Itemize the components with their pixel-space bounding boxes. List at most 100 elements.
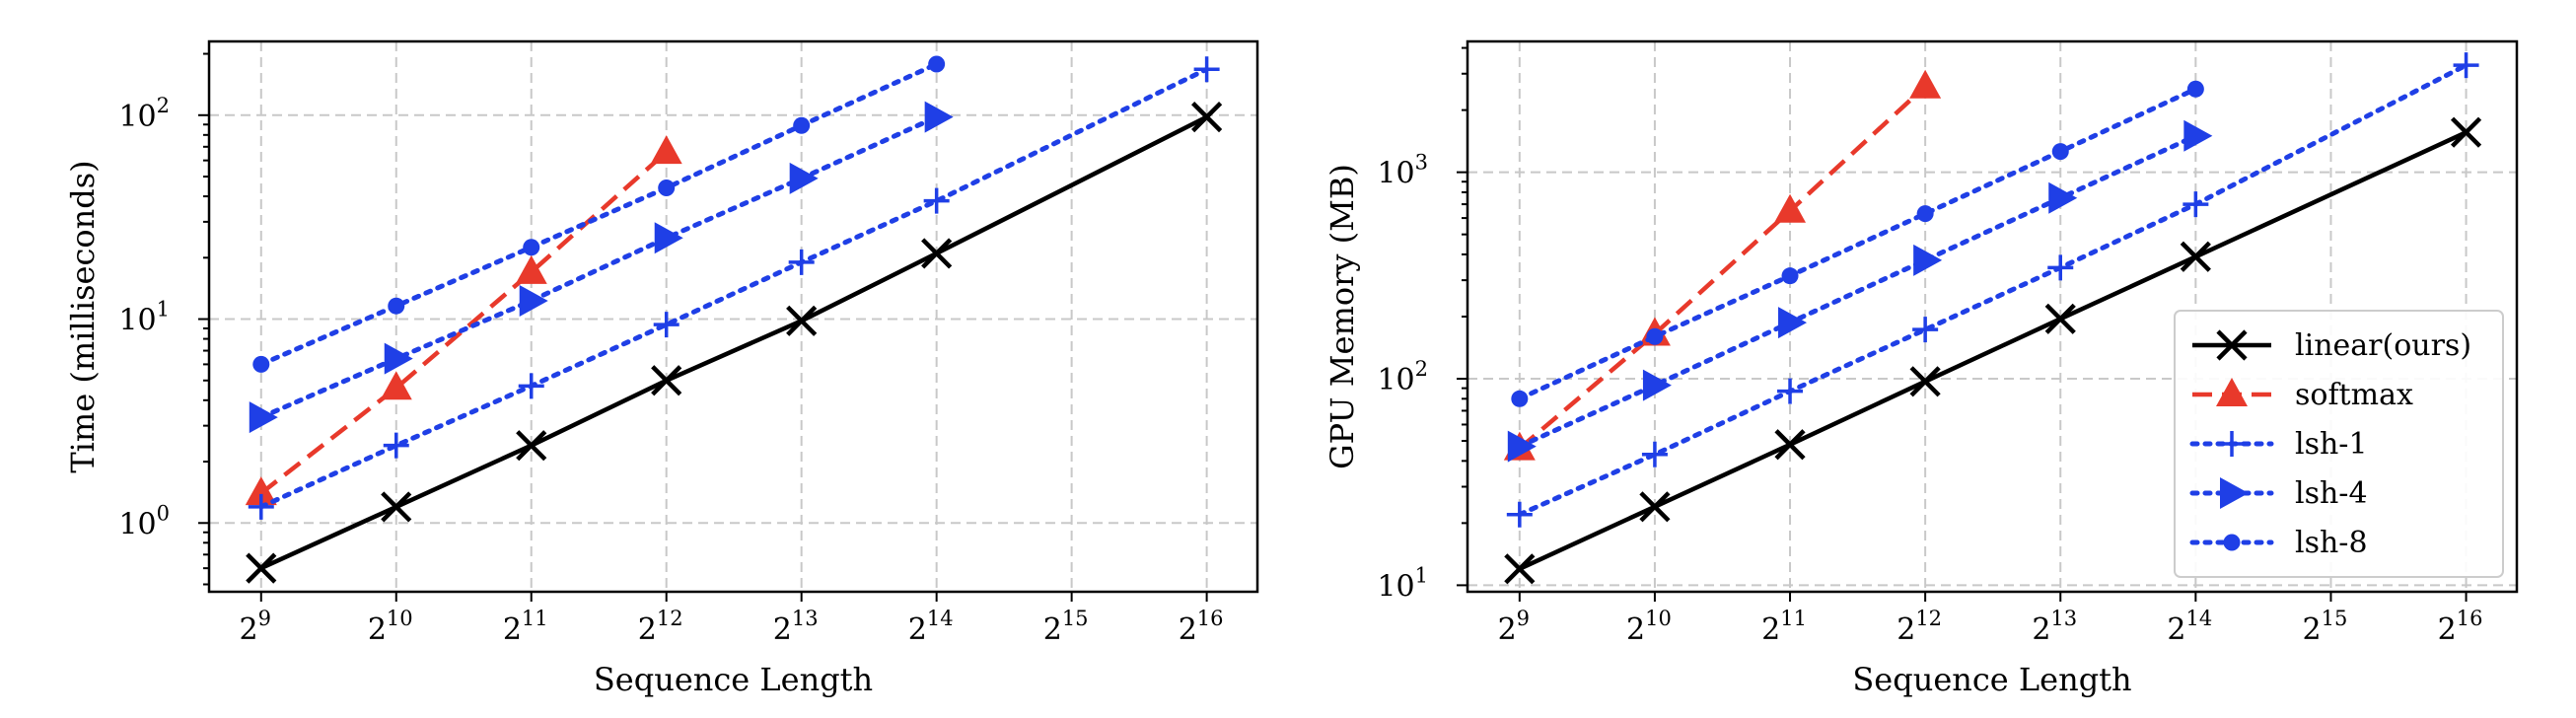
legend-marker (2219, 431, 2245, 457)
legend-label: linear(ours) (2295, 328, 2471, 363)
data-point-lsh-1 (1506, 501, 1533, 528)
legend-label: lsh-4 (2295, 476, 2368, 511)
data-point-linear-ours (2450, 116, 2482, 148)
y-axis: 101 102 103 (1377, 46, 1467, 604)
data-point-linear-ours (381, 491, 412, 523)
x-axis-label: Sequence Length (594, 661, 873, 698)
y-tick-label: 100 (118, 501, 170, 541)
x-tick-label: 211 (503, 607, 548, 647)
legend-marker (2223, 534, 2241, 551)
data-point-lsh-1 (2453, 52, 2479, 79)
data-point-linear-ours (516, 430, 547, 462)
series-lsh-1 (1506, 52, 2479, 528)
legend-marker (2216, 329, 2248, 361)
data-point-lsh-4 (1913, 244, 1943, 276)
data-point-lsh-8 (1646, 327, 1664, 345)
y-tick-label: 102 (1377, 357, 1428, 397)
data-point-lsh-1 (1193, 56, 1220, 83)
data-point-lsh-1 (2047, 254, 2074, 281)
data-point-lsh-1 (2182, 191, 2209, 218)
data-point-linear-ours (1504, 553, 1536, 585)
legend: linear(ours) softmax lsh-1 lsh-4 lsh-8 (2174, 310, 2504, 578)
data-point-linear-ours (2180, 241, 2211, 272)
series-line-lsh-4 (1517, 133, 2198, 450)
x-tick-label: 213 (773, 607, 819, 647)
legend-entry-lsh-4: lsh-4 (2189, 476, 2368, 511)
x-axis: 29 210 211 212 213 214 215 216 (1498, 592, 2483, 647)
data-point-lsh-8 (1511, 390, 1529, 407)
x-tick-label: 210 (368, 607, 413, 647)
data-point-lsh-8 (523, 239, 540, 256)
series-line-lsh-4 (258, 114, 940, 420)
data-point-linear-ours (1191, 102, 1223, 133)
series-lsh-4 (1507, 119, 2213, 463)
x-tick-label: 29 (1498, 607, 1530, 647)
data-point-softmax (1909, 69, 1942, 99)
series-lsh-8 (252, 55, 946, 373)
x-tick-label: 214 (908, 607, 954, 647)
legend-label: lsh-8 (2295, 526, 2368, 560)
data-point-lsh-4 (1642, 369, 1672, 401)
y-axis-label: Time (milliseconds) (64, 160, 102, 472)
x-tick-label: 215 (1043, 607, 1089, 647)
data-point-lsh-4 (924, 101, 954, 133)
data-point-lsh-4 (384, 342, 413, 375)
data-point-lsh-4 (654, 222, 683, 254)
legend-label: softmax (2295, 378, 2413, 412)
series-lsh-8 (1511, 80, 2204, 407)
time-chart: 29 210 211 212 213 214 215 216 100 101 102 Sequence… (64, 39, 1259, 698)
x-tick-label: 210 (1626, 607, 1672, 647)
y-tick-label: 101 (1377, 563, 1428, 604)
x-axis-label: Sequence Length (1852, 661, 2131, 698)
data-point-lsh-4 (249, 401, 278, 434)
data-point-lsh-1 (1641, 441, 1668, 467)
data-point-linear-ours (651, 365, 682, 396)
data-point-softmax (650, 135, 682, 165)
y-axis: 100 101 102 (118, 52, 209, 586)
legend-entry-lsh-1: lsh-1 (2189, 427, 2368, 462)
data-point-lsh-1 (788, 249, 815, 275)
data-point-lsh-1 (653, 312, 680, 338)
y-tick-label: 103 (1377, 151, 1428, 191)
legend-marker (2220, 477, 2249, 509)
x-tick-label: 212 (638, 607, 683, 647)
x-tick-label: 212 (1896, 607, 1942, 647)
data-point-lsh-4 (519, 284, 548, 317)
series-line-lsh-8 (1517, 86, 2198, 401)
data-point-lsh-8 (793, 116, 811, 134)
legend-entry-softmax: softmax (2192, 378, 2413, 412)
x-tick-label: 216 (2438, 607, 2483, 647)
data-point-linear-ours (1639, 491, 1671, 523)
data-point-lsh-8 (2051, 143, 2069, 161)
data-point-softmax (245, 476, 277, 506)
data-point-softmax (380, 371, 412, 400)
series-line-lsh-1 (258, 66, 1210, 510)
data-point-lsh-1 (248, 493, 274, 520)
data-point-lsh-8 (2186, 80, 2204, 98)
data-point-linear-ours (921, 238, 953, 269)
x-axis: 29 210 211 212 213 214 215 216 (240, 592, 1224, 647)
data-point-lsh-8 (252, 355, 270, 373)
series-line-softmax (1518, 85, 1927, 451)
series-softmax (1503, 69, 1942, 461)
y-tick-label: 102 (118, 94, 170, 134)
legend-box (2174, 310, 2504, 578)
data-point-lsh-4 (1507, 430, 1537, 463)
data-point-lsh-8 (1916, 205, 1934, 223)
legend-label: lsh-1 (2295, 427, 2368, 462)
series-lsh-4 (249, 101, 954, 434)
data-point-linear-ours (246, 552, 277, 584)
x-tick-label: 213 (2032, 607, 2077, 647)
data-point-lsh-1 (923, 187, 950, 214)
data-point-linear-ours (1909, 366, 1941, 397)
x-tick-label: 211 (1761, 607, 1807, 647)
data-point-lsh-1 (1777, 378, 1804, 404)
data-point-linear-ours (786, 305, 818, 336)
plot-frame (207, 39, 1259, 594)
legend-entry-lsh-8: lsh-8 (2189, 526, 2368, 560)
x-tick-label: 216 (1179, 607, 1224, 647)
series-softmax (245, 135, 682, 506)
y-tick-label: 101 (118, 298, 170, 338)
data-point-lsh-4 (2048, 181, 2078, 214)
